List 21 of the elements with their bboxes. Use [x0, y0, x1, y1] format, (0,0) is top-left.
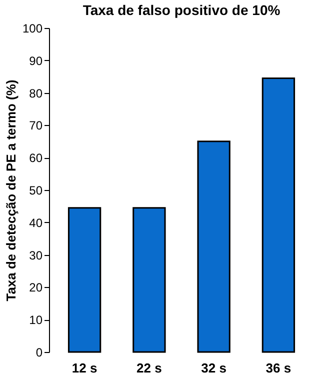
bar: [132, 207, 166, 353]
y-tick-label: 20: [29, 280, 43, 295]
x-tick-label: 32 s: [201, 360, 226, 376]
y-tick-label: 30: [29, 248, 43, 262]
x-tick-label: 12 s: [72, 360, 98, 376]
y-tick-label: 40: [29, 216, 43, 230]
x-tick-label: 36 s: [266, 360, 292, 376]
bar: [262, 77, 296, 353]
y-tick-label: 100: [22, 22, 43, 36]
x-tick-label: 22 s: [136, 360, 162, 376]
y-axis-title: Taxa de detecção de PE a termo (%): [3, 80, 18, 302]
bar: [68, 207, 102, 353]
y-tick-label: 90: [29, 54, 43, 68]
bar: [197, 140, 230, 353]
y-tick-label: 70: [29, 118, 43, 133]
y-tick-label: 60: [29, 151, 43, 166]
y-tick-label: 0: [36, 346, 43, 360]
chart-title: Taxa de falso positivo de 10%: [82, 2, 281, 18]
y-tick-label: 50: [29, 184, 43, 198]
y-tick-label: 10: [29, 313, 43, 328]
y-tick-label: 80: [29, 86, 43, 100]
